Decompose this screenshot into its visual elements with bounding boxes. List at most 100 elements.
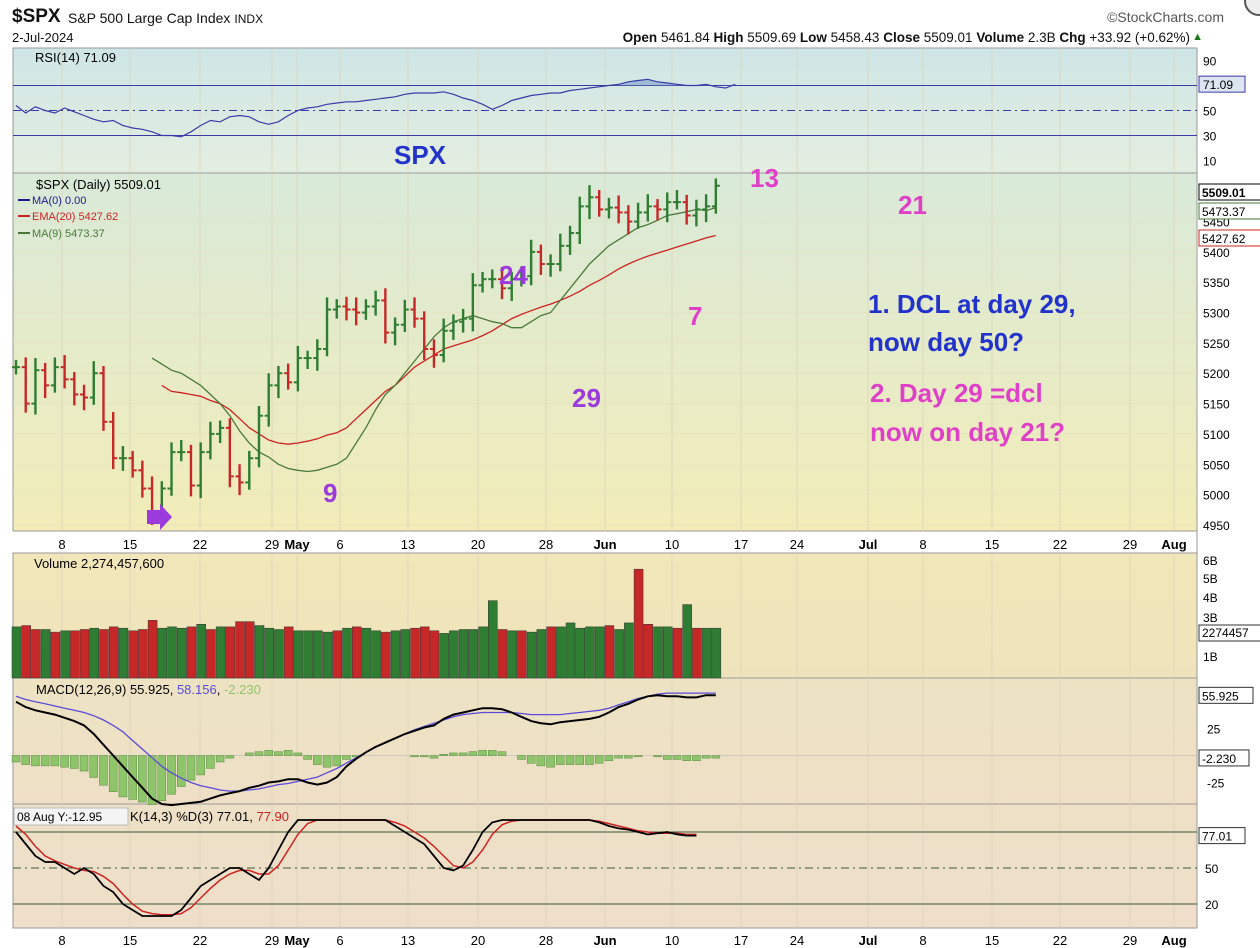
- volume-bar: [206, 629, 216, 679]
- date-tick-label: Jul: [859, 537, 878, 552]
- stoch-tick-label: 20: [1205, 898, 1219, 912]
- date-tick-label: Jul: [859, 933, 878, 948]
- volume-bar: [225, 626, 236, 679]
- annotation-29: 29: [572, 383, 601, 413]
- macd-histogram-bar: [118, 755, 128, 798]
- volume-bar: [682, 604, 692, 679]
- macd-histogram-bar: [40, 755, 50, 767]
- rsi-tick-label: 90: [1203, 55, 1217, 69]
- date-tick-label: Jun: [593, 933, 616, 948]
- close-value-label: 5509.01: [1202, 186, 1246, 200]
- volume-bar: [429, 630, 440, 679]
- macd-histogram-bar: [585, 755, 594, 765]
- rsi-tick-label: 50: [1203, 105, 1217, 119]
- date-tick-label: 24: [790, 933, 804, 948]
- close-label: Close: [883, 30, 920, 45]
- date-tick-label: 29: [265, 537, 279, 552]
- stoch-tick-label: 50: [1205, 862, 1219, 876]
- price-series: [12, 178, 1197, 527]
- volume-bar: [196, 623, 206, 679]
- volume-bar: [458, 629, 469, 679]
- macd-indicator: [11, 692, 1197, 807]
- price-tick-label: 5200: [1203, 367, 1230, 381]
- annotation-dcl-2: now day 50?: [868, 327, 1024, 357]
- volume-bar: [118, 627, 129, 679]
- volume-bar: [351, 626, 362, 679]
- date-tick-label: 22: [1053, 933, 1067, 948]
- price-tick-label: 5100: [1203, 428, 1230, 442]
- volume-bar: [31, 629, 41, 679]
- volume-bar: [410, 627, 420, 679]
- volume-bar: [419, 626, 430, 679]
- volume-bar: [478, 626, 488, 679]
- volume-bar: [449, 630, 459, 679]
- up-arrow-icon: ▲: [1192, 31, 1203, 43]
- macd-histogram-bar: [138, 755, 147, 803]
- volume-bar: [701, 627, 712, 679]
- symbol-name: S&P 500 Large Cap Index INDX: [68, 10, 263, 26]
- volume-bar: [633, 568, 644, 679]
- macd-histogram-bar: [254, 751, 264, 756]
- stoch-axis-ticks: 50 20 77.01: [1198, 827, 1246, 912]
- date-tick-label: 22: [1053, 537, 1067, 552]
- macd-histogram-bar: [439, 753, 448, 756]
- date-tick-label: 8: [919, 537, 926, 552]
- volume-tick-label: 4B: [1203, 591, 1218, 605]
- date-tick-label: 15: [123, 933, 137, 948]
- macd-legend-sep2: ,: [217, 682, 224, 697]
- macd-histogram-bar: [313, 755, 322, 765]
- volume-bar: [342, 627, 352, 679]
- vertical-gridlines: [61, 48, 1175, 928]
- macd-histogram-bar: [70, 755, 79, 769]
- macd-histogram-bar: [206, 755, 215, 769]
- chg-value: +33.92 (+0.62%): [1089, 30, 1190, 45]
- volume-value-box: [1198, 624, 1260, 642]
- date-tick-label: 20: [471, 933, 485, 948]
- date-tick-label: 22: [193, 933, 207, 948]
- macd-histogram-bar: [196, 755, 205, 776]
- macd-histogram-bar: [342, 755, 351, 760]
- date-tick-label: 8: [58, 933, 65, 948]
- close-value: 5509.01: [923, 30, 973, 45]
- date-tick-label: 15: [985, 537, 999, 552]
- macd-histogram-bar: [419, 755, 429, 758]
- high-label: High: [713, 30, 744, 45]
- macd-histogram-bar: [108, 755, 118, 792]
- volume-bar: [167, 626, 177, 679]
- rsi-legend: RSI(14) 71.09: [35, 50, 116, 65]
- arrow-right-icon: [147, 504, 172, 530]
- volume-bar: [50, 631, 61, 679]
- macd-histogram-bar: [653, 755, 662, 758]
- date-tick-label: 13: [401, 537, 415, 552]
- price-tick-label: 5000: [1203, 489, 1230, 503]
- ma9-line: [151, 206, 717, 473]
- high-value: 5509.69: [747, 30, 797, 45]
- volume-bar: [565, 622, 576, 679]
- volume-bar: [624, 622, 634, 679]
- macd-legend-macd: 55.925: [130, 682, 170, 697]
- date-tick-label: Aug: [1161, 537, 1186, 552]
- volume-bar: [575, 627, 586, 679]
- rsi-axis-ticks: 907050301071.09: [1198, 55, 1246, 169]
- volume-bar: [371, 630, 381, 679]
- volume-bar: [138, 629, 148, 679]
- volume-value: 2.3B: [1027, 30, 1056, 45]
- macd-histogram-bar: [21, 755, 30, 765]
- volume-bar: [60, 630, 70, 679]
- price-tick-label: 5350: [1203, 276, 1230, 290]
- volume-value-label: 2274457: [1202, 626, 1249, 640]
- rsi-tick-label: 30: [1203, 130, 1217, 144]
- annotation-day29-1: 2. Day 29 =dcl: [870, 378, 1043, 408]
- volume-bar: [497, 629, 508, 679]
- macd-histogram-bar: [449, 752, 458, 756]
- date-axis-bottom: 8 15 22 29 May 6 13 20 28 Jun 10 17 24 Jul 8 15 22 29 Aug: [58, 933, 1186, 948]
- stochastics-indicator: [13, 819, 1197, 917]
- stockcharts-brand[interactable]: ©StockCharts.com: [1107, 9, 1224, 25]
- date-tick-label: 10: [665, 933, 679, 948]
- macd-histogram-bar: [546, 755, 555, 768]
- rsi-overbought-fill: [16, 79, 736, 86]
- date-tick-label: 8: [919, 933, 926, 948]
- volume-bar: [89, 627, 100, 679]
- macd-legend-label: MACD(12,26,9): [36, 682, 126, 697]
